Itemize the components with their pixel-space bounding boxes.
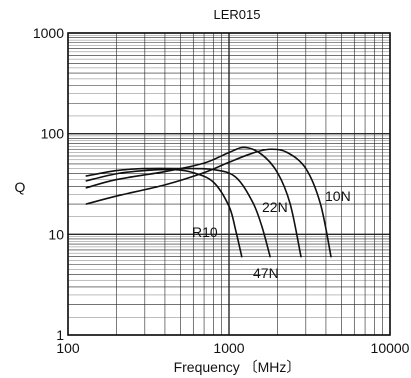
y-tick-label: 100 [41, 126, 65, 142]
curve-label-47n: 47N [253, 265, 279, 281]
series-line-22n [85, 146, 302, 258]
x-tick-label: 10000 [371, 340, 410, 356]
y-tick-label: 1 [56, 327, 64, 343]
curve-label-10n: 10N [325, 188, 351, 204]
series-line-10n [85, 148, 332, 258]
series-line-r10 [85, 168, 243, 258]
curve-label-r10: R10 [192, 224, 218, 240]
tick-labels: 100 1000 10000 1 10 100 1000 [33, 25, 410, 356]
grid [67, 32, 391, 336]
y-tick-label: 10 [48, 226, 64, 242]
y-axis-label: Q [15, 179, 26, 195]
curve-label-22n: 22N [262, 199, 288, 215]
curves [85, 146, 332, 258]
plot-frame [67, 32, 391, 336]
x-tick-label: 100 [56, 340, 80, 356]
x-axis-label: Frequency 〔MHz〕 [174, 359, 301, 375]
x-tick-label: 1000 [213, 340, 244, 356]
y-tick-label: 1000 [33, 25, 64, 41]
chart-title: LER015 [214, 7, 261, 22]
